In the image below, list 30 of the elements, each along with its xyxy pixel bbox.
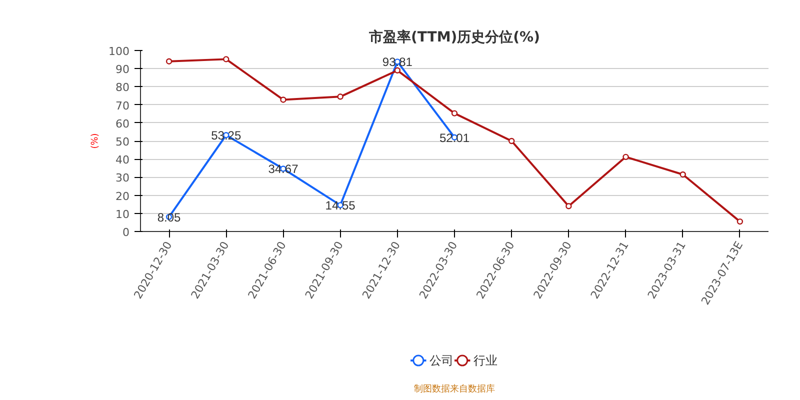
y-tick-label: 10 (116, 208, 130, 221)
point (223, 56, 230, 62)
point (394, 67, 401, 74)
y-tick-label: 90 (116, 63, 130, 76)
point (337, 94, 344, 100)
legend-label: 行业 (473, 354, 498, 368)
y-tick-label: 20 (116, 190, 130, 203)
point (736, 218, 744, 225)
point (622, 154, 629, 160)
y-tick-label: 30 (116, 172, 130, 185)
y-tick-label: 60 (116, 117, 130, 130)
chart-title: 市盈率(TTM)历史分位(%) (368, 28, 540, 46)
y-axis-title: (%) (90, 133, 101, 149)
legend-label: 公司 (429, 354, 454, 368)
data-label: 14.55 (325, 198, 356, 213)
point (680, 171, 686, 178)
point (508, 138, 515, 144)
point (566, 203, 572, 210)
y-tick-label: 100 (108, 45, 130, 58)
y-tick-label: 0 (122, 226, 130, 239)
y-tick-label: 40 (116, 154, 130, 167)
point (451, 110, 458, 116)
data-label: 52.01 (439, 130, 470, 145)
y-tick-label: 80 (116, 81, 130, 94)
y-tick-label: 50 (116, 136, 130, 148)
y-tick-label: 70 (116, 99, 130, 112)
text: 制图数据来自数据库 (414, 384, 495, 394)
point (280, 96, 286, 103)
data-label: 8.05 (157, 210, 182, 224)
point (166, 58, 172, 64)
